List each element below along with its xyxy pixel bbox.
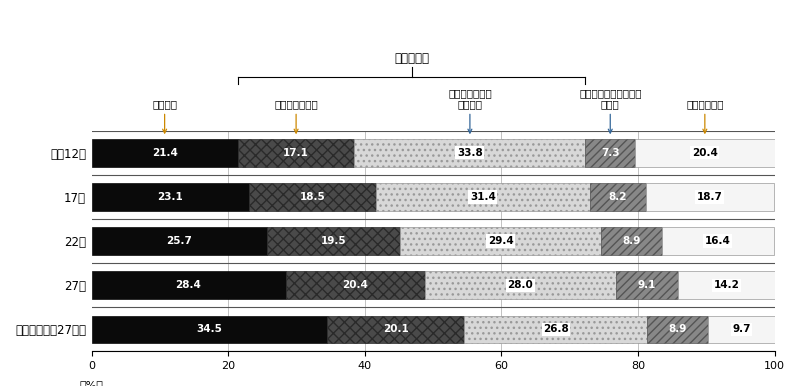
Bar <box>590 183 646 211</box>
Bar <box>267 227 400 255</box>
Bar <box>91 183 250 211</box>
Text: ひとり親と子供から成
る世帯: ひとり親と子供から成 る世帯 <box>579 88 642 110</box>
Text: 8.2: 8.2 <box>609 192 627 202</box>
Bar <box>601 227 662 255</box>
Text: 14.2: 14.2 <box>714 280 740 290</box>
Bar <box>91 316 327 343</box>
Bar <box>238 139 354 166</box>
Text: 21.4: 21.4 <box>152 148 178 158</box>
Text: （%）: （%） <box>80 380 103 386</box>
Bar <box>250 183 376 211</box>
Bar <box>708 316 774 343</box>
Text: 9.7: 9.7 <box>732 324 750 334</box>
Bar <box>465 316 647 343</box>
Text: その他の世帯: その他の世帯 <box>686 100 723 110</box>
Bar <box>91 271 286 299</box>
Bar <box>91 227 267 255</box>
Bar <box>400 227 601 255</box>
Text: 19.5: 19.5 <box>321 236 346 246</box>
Bar <box>91 139 238 166</box>
Text: 9.1: 9.1 <box>638 280 656 290</box>
Text: 23.1: 23.1 <box>158 192 183 202</box>
Bar <box>678 271 775 299</box>
Text: 20.4: 20.4 <box>342 280 368 290</box>
Bar <box>354 139 586 166</box>
Bar <box>616 271 678 299</box>
Text: 夫婦のみの世帯: 夫婦のみの世帯 <box>274 100 318 110</box>
Bar <box>647 316 708 343</box>
Text: 25.7: 25.7 <box>166 236 192 246</box>
Bar <box>635 139 774 166</box>
Text: 夫婦と子供から
成る世帯: 夫婦と子供から 成る世帯 <box>448 88 492 110</box>
Text: 18.7: 18.7 <box>697 192 723 202</box>
Text: 8.9: 8.9 <box>669 324 687 334</box>
Text: 34.5: 34.5 <box>197 324 222 334</box>
Text: 20.4: 20.4 <box>692 148 718 158</box>
Text: 20.1: 20.1 <box>383 324 409 334</box>
Bar <box>327 316 465 343</box>
Bar <box>646 183 774 211</box>
Text: 単独世帯: 単独世帯 <box>152 100 177 110</box>
Text: 18.5: 18.5 <box>300 192 326 202</box>
Text: 29.4: 29.4 <box>488 236 514 246</box>
Text: 33.8: 33.8 <box>457 148 482 158</box>
Text: 26.8: 26.8 <box>543 324 569 334</box>
Text: 8.9: 8.9 <box>622 236 641 246</box>
Text: 31.4: 31.4 <box>470 192 496 202</box>
Text: 28.4: 28.4 <box>175 280 202 290</box>
Bar <box>662 227 774 255</box>
Text: 16.4: 16.4 <box>705 236 730 246</box>
Text: 17.1: 17.1 <box>283 148 309 158</box>
Bar <box>425 271 616 299</box>
Bar <box>376 183 590 211</box>
Text: 28.0: 28.0 <box>507 280 534 290</box>
Text: 核家族世帯: 核家族世帯 <box>394 52 429 65</box>
Bar <box>586 139 635 166</box>
Bar <box>286 271 425 299</box>
Text: 7.3: 7.3 <box>601 148 619 158</box>
